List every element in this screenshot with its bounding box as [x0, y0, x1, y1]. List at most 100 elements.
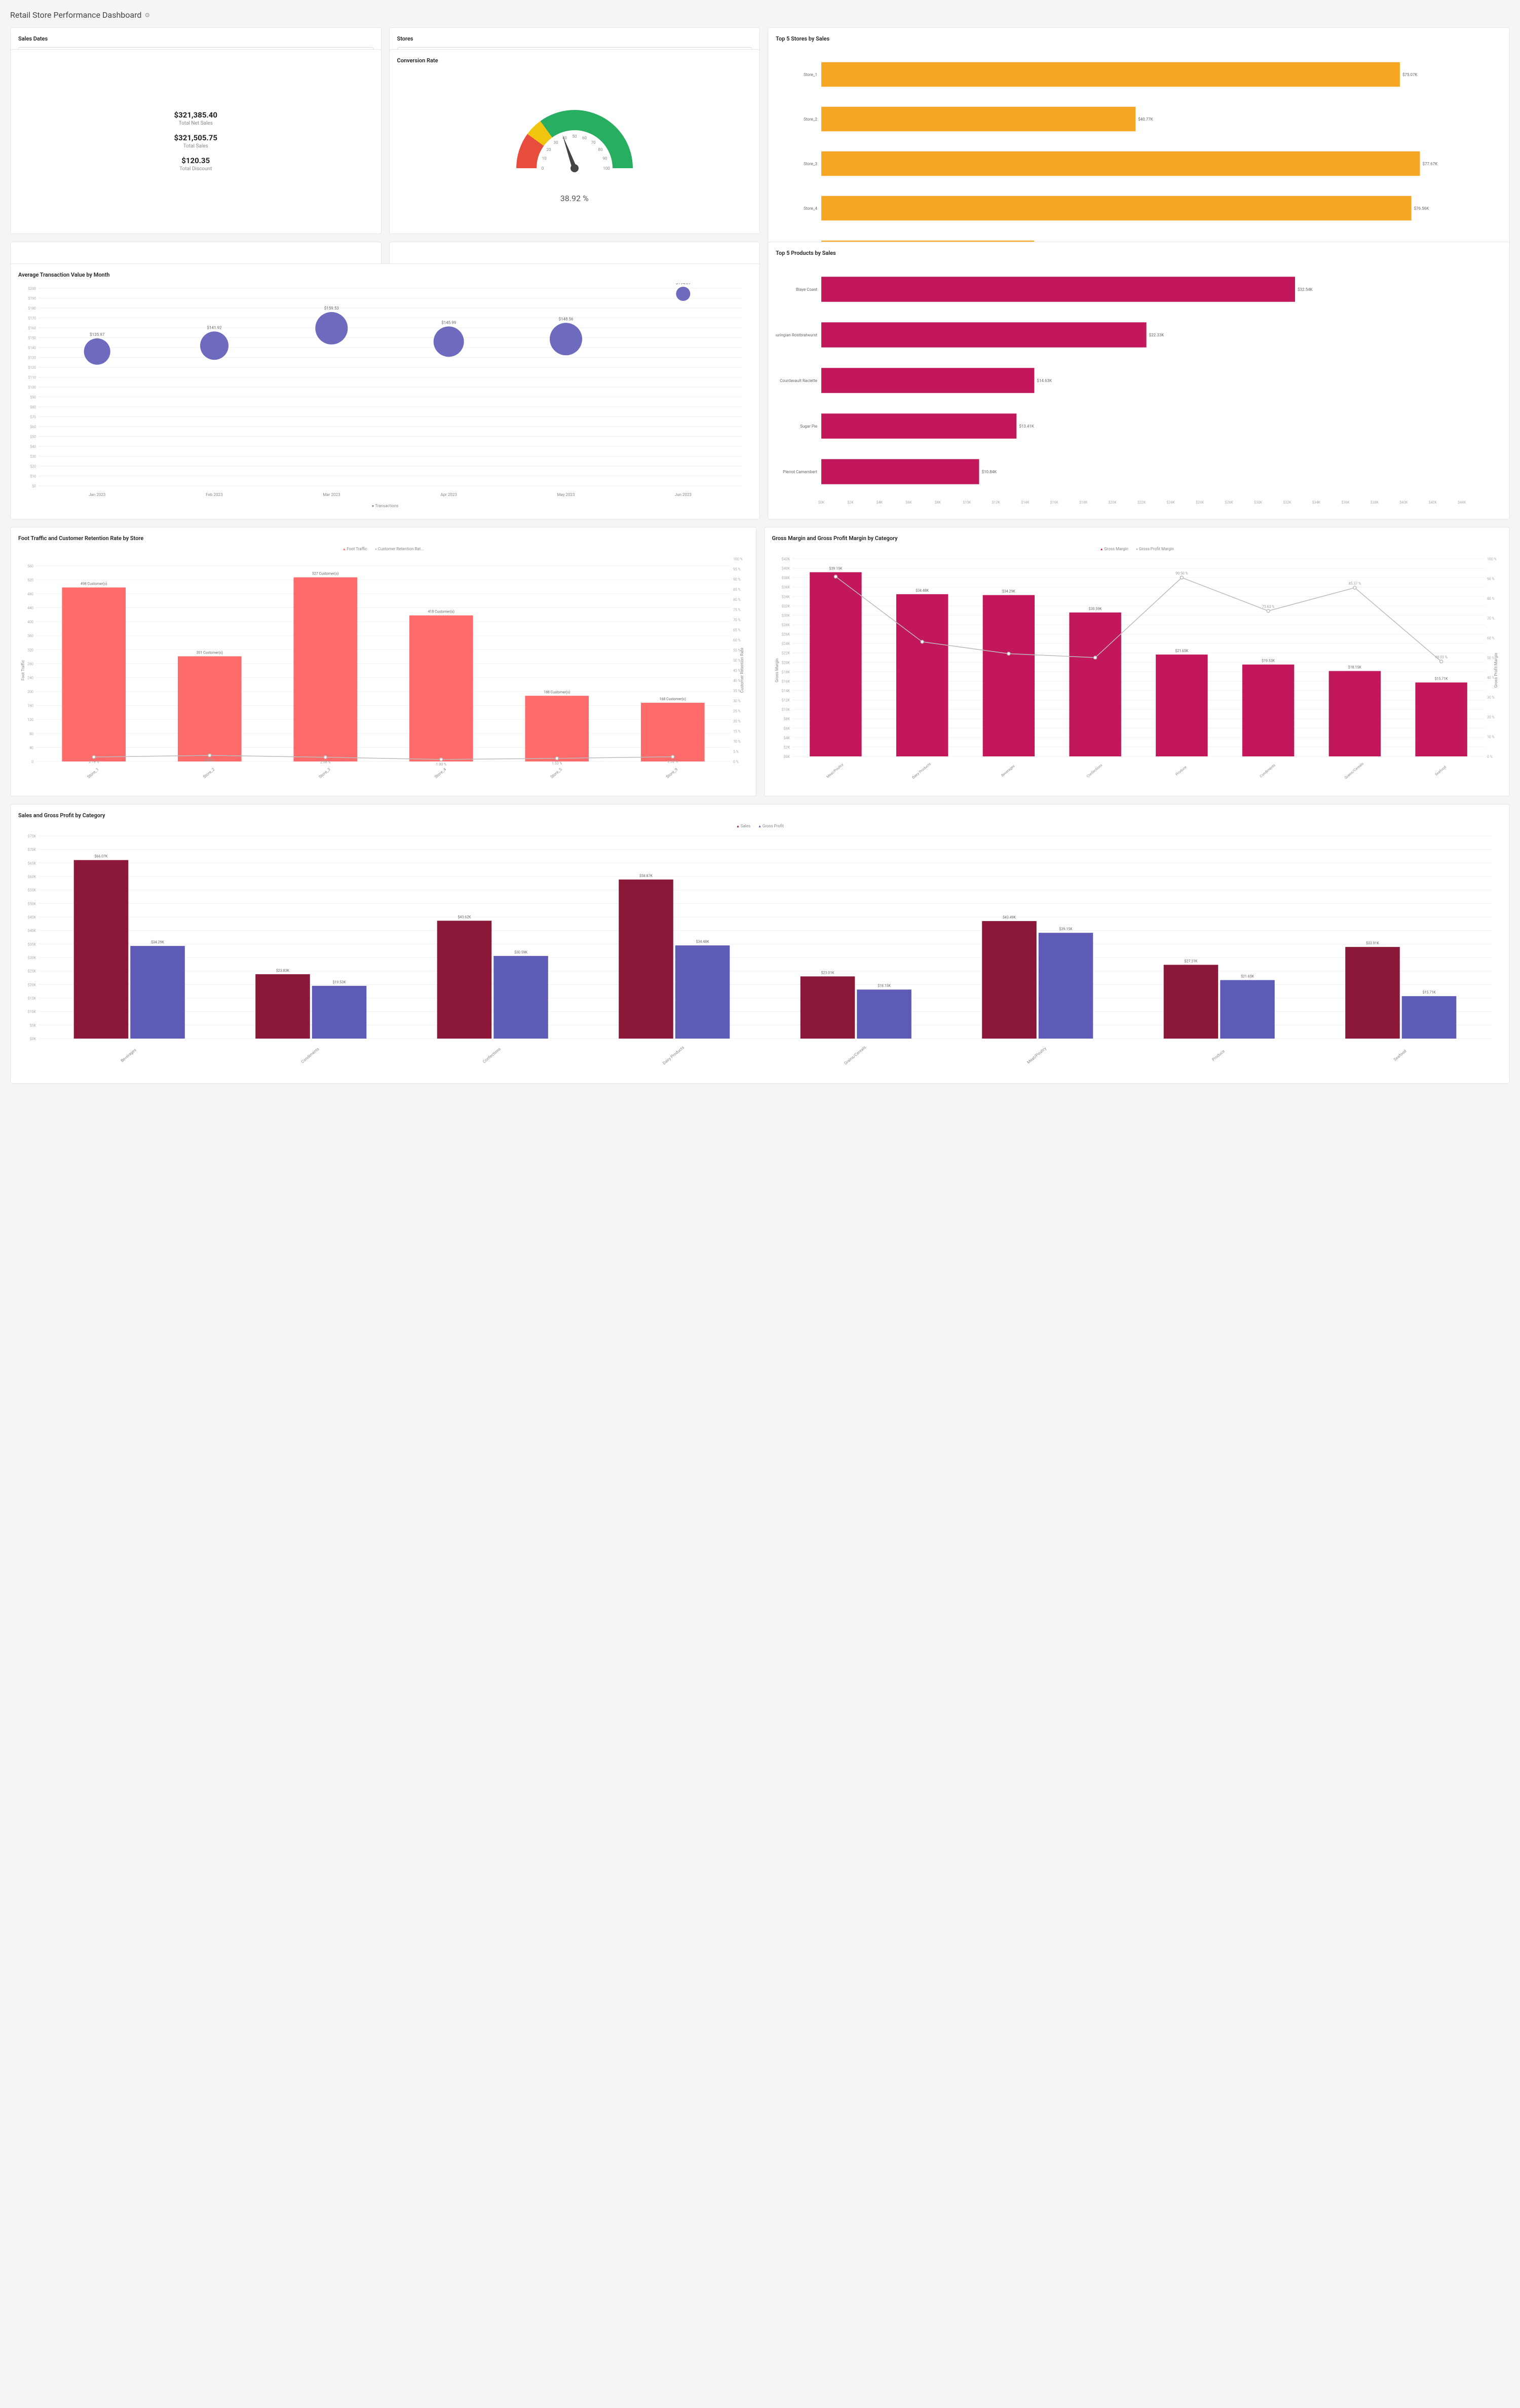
svg-text:$34.48K: $34.48K: [916, 589, 929, 593]
svg-text:$0K: $0K: [783, 755, 790, 759]
svg-text:$30: $30: [30, 455, 36, 459]
svg-text:$45K: $45K: [28, 915, 36, 920]
sales-profit-chart: $0K$5K$10K$15K$20K$25K$30K$35K$40K$45K$5…: [18, 831, 1502, 1074]
svg-text:$159.53: $159.53: [324, 306, 339, 311]
svg-text:85 %: 85 %: [733, 588, 741, 592]
svg-text:$4K: $4K: [783, 736, 790, 740]
svg-text:$33.91K: $33.91K: [1366, 941, 1380, 945]
svg-text:$20K: $20K: [28, 983, 36, 987]
svg-text:$2K: $2K: [847, 501, 854, 505]
svg-text:Store_2: Store_2: [202, 767, 216, 779]
svg-text:$58.87K: $58.87K: [639, 874, 653, 878]
svg-text:80 %: 80 %: [733, 598, 741, 602]
svg-text:$28K: $28K: [1225, 501, 1233, 505]
svg-text:$38K: $38K: [1371, 501, 1379, 505]
svg-text:$22K: $22K: [781, 652, 790, 656]
svg-text:80 %: 80 %: [1487, 597, 1495, 601]
svg-text:$145.99: $145.99: [441, 320, 456, 325]
svg-text:$32K: $32K: [1283, 501, 1291, 505]
svg-text:$12K: $12K: [992, 501, 1001, 505]
svg-text:100 %: 100 %: [1487, 557, 1497, 561]
svg-text:$148.56: $148.56: [558, 317, 574, 321]
svg-text:$0: $0: [32, 484, 36, 488]
svg-text:Courdavault Raclette: Courdavault Raclette: [780, 378, 817, 383]
svg-text:$6K: $6K: [783, 727, 790, 731]
svg-text:Produce: Produce: [1211, 1049, 1225, 1062]
svg-text:$43.49K: $43.49K: [1003, 915, 1016, 920]
svg-text:15 %: 15 %: [733, 730, 741, 734]
svg-text:$22.33K: $22.33K: [1149, 333, 1165, 337]
svg-text:70: 70: [591, 140, 595, 145]
svg-text:$120: $120: [28, 366, 36, 370]
svg-text:$14K: $14K: [1021, 501, 1030, 505]
svg-text:$34.48K: $34.48K: [696, 940, 710, 944]
svg-text:$76.56K: $76.56K: [1414, 206, 1430, 211]
svg-text:$65K: $65K: [28, 861, 36, 865]
svg-text:Foot Traffic: Foot Traffic: [21, 660, 25, 680]
svg-text:$40K: $40K: [1399, 501, 1408, 505]
svg-text:188 Customer(s): 188 Customer(s): [544, 690, 570, 694]
svg-text:Dairy Products: Dairy Products: [662, 1045, 685, 1065]
svg-text:Beverages: Beverages: [1000, 764, 1015, 778]
svg-text:60 %: 60 %: [1487, 636, 1495, 640]
svg-text:65 %: 65 %: [733, 628, 741, 632]
svg-text:240: 240: [27, 676, 33, 680]
svg-text:$34K: $34K: [781, 595, 790, 599]
svg-text:1.53 %: 1.53 %: [552, 761, 562, 766]
svg-text:$6K: $6K: [905, 501, 912, 505]
gear-icon[interactable]: ⚙: [144, 12, 150, 19]
stores-label: Stores: [397, 35, 752, 42]
svg-text:$39.15K: $39.15K: [1059, 927, 1073, 931]
svg-text:60: 60: [582, 136, 587, 140]
gauge-card: Conversion Rate 0102030405060708090100 3…: [389, 49, 761, 234]
svg-text:$19.53K: $19.53K: [333, 980, 347, 984]
svg-text:$13.41K: $13.41K: [1019, 424, 1035, 429]
svg-text:$24K: $24K: [781, 642, 790, 646]
svg-text:30 %: 30 %: [1487, 696, 1495, 700]
svg-text:Confections: Confections: [482, 1047, 502, 1064]
svg-text:$15K: $15K: [28, 997, 36, 1001]
svg-text:Apr 2023: Apr 2023: [440, 492, 457, 497]
svg-text:$38K: $38K: [781, 576, 790, 580]
svg-text:73.63 %: 73.63 %: [1262, 605, 1274, 609]
svg-text:2.19 %: 2.19 %: [89, 760, 99, 764]
sales-profit-card: Sales and Gross Profit by Category Sales…: [10, 804, 1510, 1084]
svg-text:320: 320: [27, 648, 33, 652]
svg-text:$0K: $0K: [30, 1037, 36, 1041]
svg-text:$200: $200: [28, 287, 36, 291]
svg-text:Store_9: Store_9: [665, 767, 678, 779]
svg-text:120: 120: [27, 718, 33, 722]
svg-text:$44K: $44K: [1458, 501, 1466, 505]
svg-text:$18.15K: $18.15K: [1348, 665, 1361, 669]
svg-text:20: 20: [546, 147, 551, 151]
svg-text:$12K: $12K: [781, 699, 790, 703]
svg-text:Store_1: Store_1: [804, 72, 817, 77]
svg-text:$20: $20: [30, 465, 36, 469]
svg-text:$42K: $42K: [781, 557, 790, 561]
svg-text:$70: $70: [30, 415, 36, 419]
svg-text:$23.83K: $23.83K: [276, 969, 290, 973]
svg-text:Store_5: Store_5: [549, 767, 563, 779]
svg-text:200: 200: [27, 690, 33, 694]
svg-text:Customer Retention Rate: Customer Retention Rate: [740, 648, 744, 693]
svg-text:100 %: 100 %: [733, 557, 743, 561]
svg-text:$18K: $18K: [1079, 501, 1088, 505]
svg-text:$77.67K: $77.67K: [1422, 162, 1438, 166]
svg-text:$43.62K: $43.62K: [458, 915, 472, 919]
svg-text:30: 30: [553, 140, 558, 145]
svg-text:$24K: $24K: [1166, 501, 1175, 505]
svg-text:$55K: $55K: [28, 889, 36, 893]
svg-text:$14.63K: $14.63K: [1037, 378, 1052, 383]
svg-text:90 %: 90 %: [1487, 577, 1495, 581]
sales-dates-label: Sales Dates: [18, 35, 373, 42]
top-stores-title: Top 5 Stores by Sales: [776, 35, 1502, 42]
svg-text:10 %: 10 %: [1487, 735, 1495, 739]
svg-text:0: 0: [31, 760, 33, 764]
atv-bubble-chart: $0$10$20$30$40$50$60$70$80$90$100$110$12…: [18, 283, 752, 511]
svg-text:$20K: $20K: [781, 661, 790, 665]
svg-text:$30K: $30K: [28, 956, 36, 960]
dashboard-title: Retail Store Performance Dashboard ⚙: [10, 10, 1510, 20]
svg-text:2.32 %: 2.32 %: [667, 760, 678, 764]
svg-text:$66.07K: $66.07K: [95, 855, 108, 859]
svg-text:Seafood: Seafood: [1434, 765, 1447, 777]
